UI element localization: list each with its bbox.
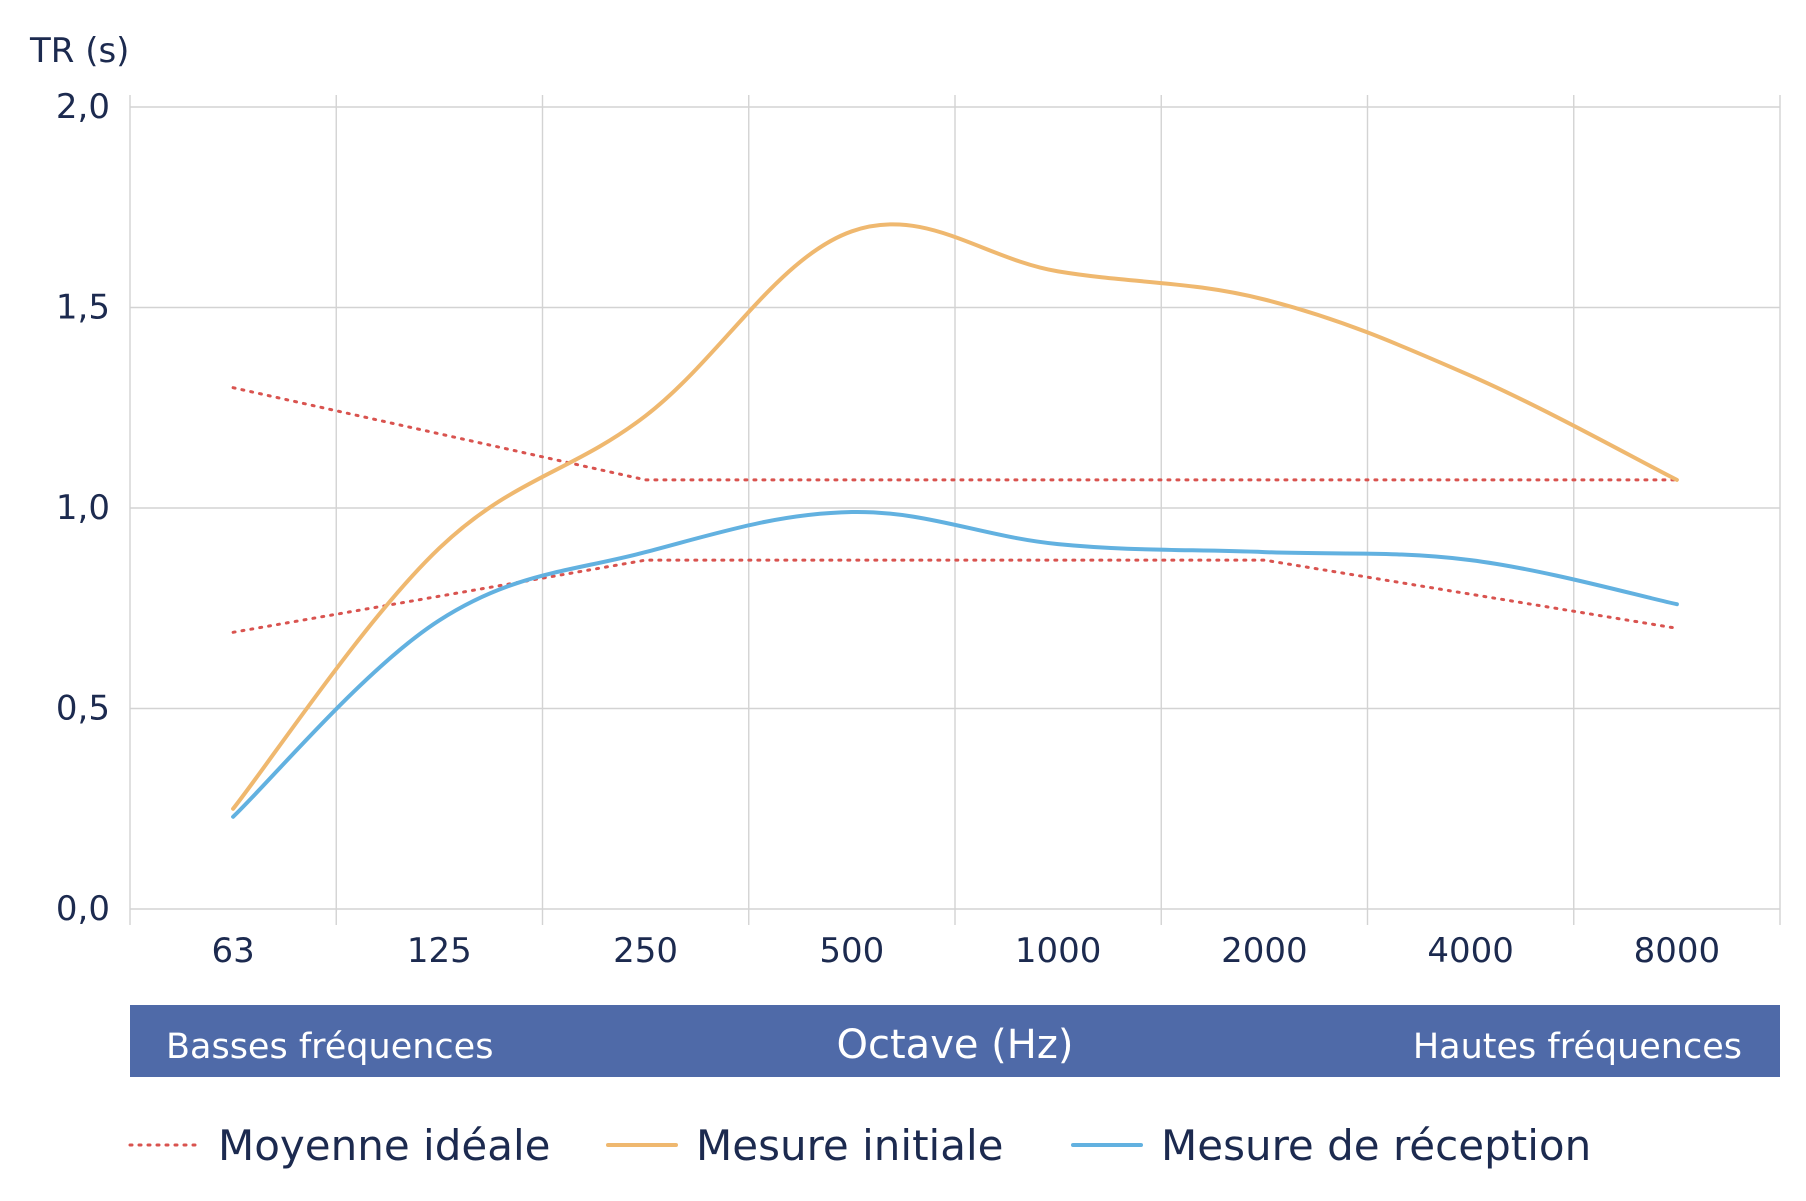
x-tick-label-125: 125 bbox=[407, 931, 472, 971]
x-tick-label-8000: 8000 bbox=[1634, 931, 1721, 971]
x-tick-label-4000: 4000 bbox=[1427, 931, 1514, 971]
grid bbox=[130, 95, 1780, 925]
band-label-low: Basses fréquences bbox=[166, 1027, 493, 1067]
x-tick-label-250: 250 bbox=[613, 931, 678, 971]
band-label-high: Hautes fréquences bbox=[1413, 1027, 1742, 1067]
x-axis-ticks: 63 125 250 500 1000 2000 4000 8000 bbox=[211, 931, 1720, 971]
x-axis-label: Octave (Hz) bbox=[837, 1022, 1074, 1068]
legend-label-reception: Mesure de réception bbox=[1161, 1121, 1591, 1170]
y-tick-label-0: 0,0 bbox=[56, 889, 110, 929]
x-tick-label-1000: 1000 bbox=[1015, 931, 1102, 971]
legend-label-initiale: Mesure initiale bbox=[696, 1121, 1003, 1170]
x-tick-label-500: 500 bbox=[819, 931, 884, 971]
y-tick-label-1: 0,5 bbox=[56, 689, 110, 729]
legend-label-moyenne: Moyenne idéale bbox=[218, 1121, 550, 1170]
x-tick-label-2000: 2000 bbox=[1221, 931, 1308, 971]
y-tick-label-2: 1,0 bbox=[56, 488, 110, 528]
y-axis-label: TR (s) bbox=[29, 31, 129, 71]
legend: Moyenne idéale Mesure initiale Mesure de… bbox=[130, 1121, 1591, 1170]
x-tick-label-63: 63 bbox=[211, 931, 254, 971]
y-axis-ticks: 0,0 0,5 1,0 1,5 2,0 bbox=[56, 87, 110, 929]
y-tick-label-3: 1,5 bbox=[56, 288, 110, 328]
y-tick-label-4: 2,0 bbox=[56, 87, 110, 127]
